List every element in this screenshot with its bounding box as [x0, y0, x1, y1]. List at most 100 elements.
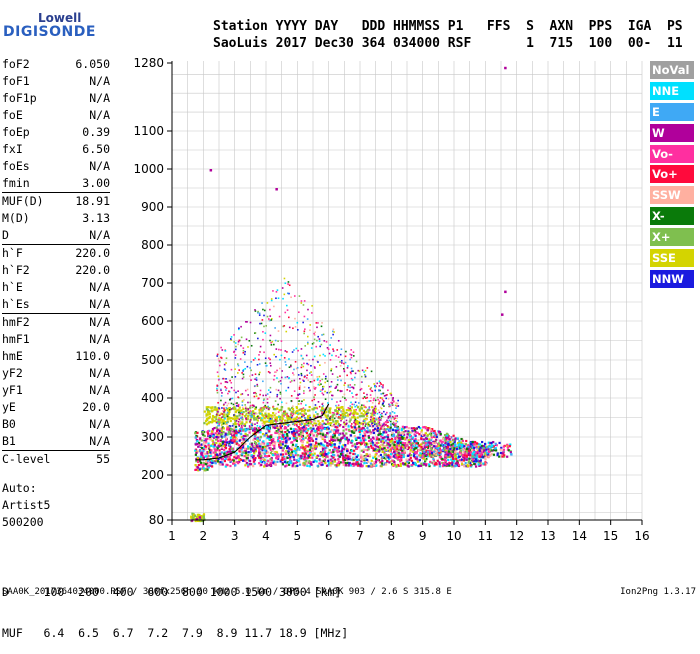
echo-point	[277, 455, 280, 458]
echo-point	[406, 441, 410, 444]
echo-point	[280, 421, 283, 424]
echo-point	[351, 370, 353, 373]
echo-point	[413, 428, 416, 432]
param-label: foF2	[2, 57, 30, 71]
echo-point	[351, 431, 354, 434]
echo-point	[372, 420, 375, 423]
echo-point	[214, 435, 217, 438]
echo-point	[457, 463, 460, 466]
echo-point	[333, 434, 337, 437]
echo-point	[327, 348, 330, 351]
echo-point	[235, 460, 238, 464]
echo-point	[406, 454, 410, 457]
echo-point	[199, 463, 203, 466]
echo-point	[219, 453, 222, 456]
echo-point	[476, 449, 480, 452]
echo-point	[268, 430, 271, 433]
echo-point	[284, 376, 287, 379]
echo-point	[340, 379, 342, 382]
param-value: 6.50	[82, 142, 110, 156]
echo-point	[420, 431, 423, 434]
echo-point	[260, 412, 263, 415]
echo-point	[213, 443, 216, 446]
echo-point	[325, 435, 328, 438]
echo-point	[278, 416, 280, 418]
echo-point	[242, 349, 245, 352]
echo-point	[267, 454, 271, 458]
echo-point	[409, 450, 412, 453]
echo-point	[234, 425, 238, 428]
echo-point	[482, 444, 485, 448]
echo-point	[366, 367, 369, 369]
echo-point	[242, 351, 245, 354]
echo-point	[362, 450, 365, 453]
echo-point	[301, 400, 303, 403]
echo-point	[220, 382, 222, 385]
echo-point	[295, 459, 298, 462]
echo-point	[479, 453, 482, 456]
echo-point	[196, 466, 200, 469]
echo-point	[249, 450, 252, 453]
echo-point	[381, 385, 383, 388]
echo-point	[375, 385, 377, 388]
echo-point	[240, 436, 243, 439]
echo-point	[274, 419, 277, 421]
echo-point	[309, 422, 312, 425]
echo-point	[449, 440, 452, 444]
echo-point	[262, 424, 264, 427]
echo-point	[281, 418, 284, 421]
echo-point	[312, 424, 314, 427]
echo-point	[232, 407, 235, 410]
echo-point	[307, 308, 309, 311]
legend-item: Vo+	[650, 165, 694, 184]
echo-point	[243, 449, 246, 453]
echo-point	[383, 441, 386, 444]
echo-point	[238, 369, 241, 371]
echo-point	[351, 416, 354, 419]
echo-point	[399, 460, 402, 463]
echo-point	[244, 367, 247, 370]
echo-point	[467, 453, 470, 456]
echo-point	[318, 338, 321, 340]
echo-point	[365, 465, 368, 468]
echo-point	[298, 437, 302, 441]
echo-point	[405, 458, 408, 461]
echo-point	[244, 425, 246, 427]
echo-point	[306, 341, 309, 344]
echo-point	[207, 411, 210, 414]
echo-point	[210, 421, 214, 424]
echo-point	[384, 457, 387, 460]
echo-point	[263, 408, 265, 410]
echo-point	[376, 396, 379, 399]
echo-point	[204, 447, 208, 450]
echo-point	[455, 459, 458, 462]
echo-point	[250, 444, 254, 447]
echo-point	[368, 424, 370, 426]
echo-point	[339, 375, 341, 377]
echo-point	[268, 461, 271, 464]
echo-point	[268, 441, 271, 445]
echo-point	[231, 397, 234, 400]
echo-point	[355, 397, 358, 400]
echo-point	[255, 392, 258, 395]
echo-point	[246, 365, 249, 368]
echo-point	[224, 420, 227, 424]
echo-point	[258, 358, 260, 361]
echo-point	[262, 406, 265, 409]
echo-point	[467, 460, 471, 463]
echo-point	[247, 447, 250, 450]
echo-point	[294, 326, 297, 328]
echo-point	[249, 459, 252, 463]
echo-point	[460, 462, 464, 466]
echo-point	[242, 451, 245, 454]
echo-point	[253, 426, 256, 430]
echo-point	[364, 369, 367, 372]
echo-point	[358, 436, 361, 439]
echo-point	[468, 457, 471, 460]
echo-point	[391, 415, 394, 418]
echo-point	[394, 448, 397, 451]
echo-point	[215, 430, 219, 433]
echo-point	[299, 412, 302, 415]
echo-point	[366, 443, 369, 446]
echo-point	[348, 455, 351, 458]
